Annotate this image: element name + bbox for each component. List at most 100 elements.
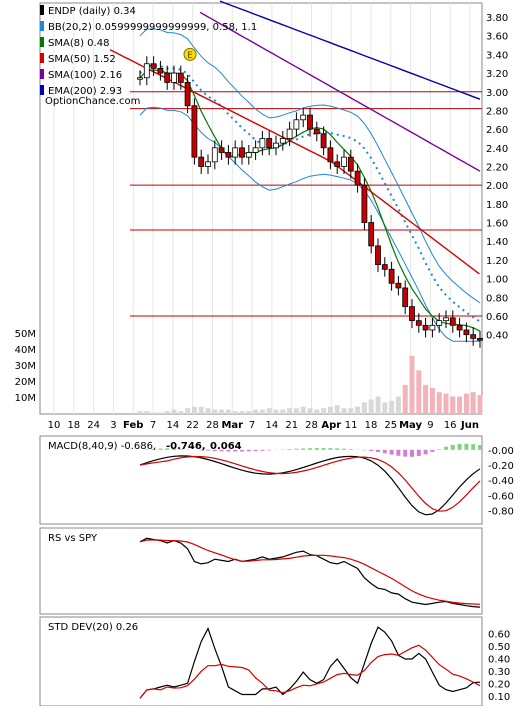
rs-legend-entry: RS vs SPY [48,533,98,544]
legend-entry: SMA(8) 0.48 [48,38,109,49]
candle-body [444,318,449,321]
volume-tick-label: 50M [15,329,36,340]
x-tick-label: 14 [266,420,279,431]
volume-bar [471,392,476,414]
candle-body [430,325,435,330]
candle-body [280,138,285,143]
macd-y-tick-label: -0.60 [488,491,514,502]
volume-bar [172,410,177,414]
candle-body [314,129,319,134]
std-y-tick-label: 0.50 [488,642,510,653]
legend-swatch [40,53,44,63]
legend-swatch [40,69,44,79]
volume-bar [212,410,217,414]
volume-bar [362,402,367,414]
std-legend-entry: STD DEV(20) 0.26 [48,622,138,633]
x-tick-label: 21 [285,420,298,431]
candle-body [471,335,476,339]
price-y-tick-label: 2.00 [486,181,508,192]
volume-bar [389,401,394,414]
macd-histogram-bar [396,450,400,456]
candle-body [287,129,292,138]
price-y-tick-label: 3.00 [486,88,508,99]
candle-body [423,325,428,330]
x-tick-label: 7 [249,420,255,431]
candle-body [437,321,442,326]
candle-body [165,73,170,82]
volume-bar [246,411,251,414]
candle-body [219,148,224,153]
volume-bar [382,402,387,414]
macd-histogram-bar [349,449,353,450]
volume-bar [328,407,333,414]
volume-bar [308,408,313,414]
price-y-tick-label: 3.20 [486,69,508,80]
price-y-tick-label: 1.60 [486,219,508,230]
candle-body [348,157,353,171]
price-y-tick-label: 0.40 [486,331,508,342]
legend-swatch [40,85,44,95]
x-tick-label: Jun [460,420,479,431]
volume-bar [423,385,428,414]
volume-bar [280,410,285,414]
macd-y-tick-label: -0.20 [488,461,514,472]
x-tick-label: 28 [305,420,318,431]
candle-body [389,269,394,283]
macd-histogram-bar [383,450,387,453]
volume-bar [403,385,408,414]
candle-body [267,138,272,147]
macd-histogram-bar [288,449,292,450]
volume-tick-label: 40M [15,345,36,356]
watermark: OptionChance.com [45,96,140,107]
volume-bar [314,410,319,414]
std-y-tick-label: 0.10 [488,692,510,703]
macd-histogram-bar [444,447,448,450]
price-y-tick-label: 1.40 [486,237,508,248]
price-y-tick-label: 2.80 [486,106,508,117]
candle-body [199,157,204,166]
volume-bar [376,397,381,414]
macd-legend-entry: -0.746, [166,441,206,452]
price-y-tick-label: 3.80 [486,13,508,24]
candle-body [355,171,360,185]
volume-bar [437,392,442,414]
candle-body [212,148,217,162]
macd-histogram-bar [247,450,251,452]
candle-body [369,223,374,246]
candle-body [308,115,313,129]
volume-bar [178,411,183,414]
candle-body [342,157,347,166]
volume-bar [185,408,190,414]
candle-body [240,148,245,157]
candle-body [403,288,408,307]
volume-bar [226,410,231,414]
volume-bar [294,408,299,414]
candle-body [158,68,163,73]
volume-bar [301,407,306,414]
candle-body [301,115,306,120]
candle-body [321,134,326,148]
price-y-tick-label: 2.60 [486,125,508,136]
x-tick-label: 24 [87,420,100,431]
macd-histogram-bar [478,445,482,450]
candle-body [172,73,177,82]
macd-histogram-bar [403,450,407,457]
macd-histogram-bar [315,448,319,450]
volume-bar [410,356,415,414]
volume-bar [457,397,462,414]
volume-bar [416,370,421,414]
macd-histogram-bar [458,444,462,450]
legend-swatch [40,5,44,15]
candle-body [328,148,333,162]
candle-body [226,152,231,157]
macd-legend-entry: MACD(8,40,9) -0.686, [48,441,156,452]
volume-bar [369,399,374,414]
macd-histogram-bar [308,448,312,450]
x-tick-label: 14 [166,420,179,431]
macd-histogram-bar [417,450,421,456]
x-tick-label: 9 [427,420,433,431]
volume-bar [253,410,258,414]
macd-y-tick-label: -0.80 [488,507,514,518]
